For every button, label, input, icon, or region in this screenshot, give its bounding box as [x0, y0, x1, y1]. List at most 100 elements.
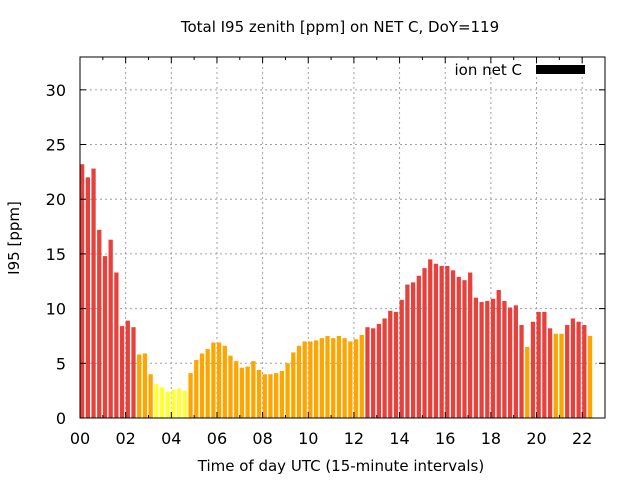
plot-frame	[79, 56, 606, 419]
x-tick-label: 00	[70, 429, 90, 448]
legend-swatch	[536, 65, 585, 74]
bar	[542, 311, 547, 418]
legend-label: ion net C	[455, 61, 522, 79]
bar	[285, 363, 290, 418]
bar	[188, 373, 193, 418]
bar	[211, 342, 216, 418]
bar	[376, 323, 382, 418]
axis-ticks: 0 5 10 15 20 25 30 00 02 04 06 08 10 12 14 16 18 20 22	[46, 57, 605, 448]
x-tick-label: 06	[207, 429, 227, 448]
x-tick-label: 08	[252, 429, 272, 448]
y-tick-label: 25	[46, 136, 66, 155]
bar	[251, 361, 256, 418]
y-tick-label: 0	[56, 409, 66, 428]
bar	[462, 280, 467, 418]
bar	[502, 300, 507, 418]
x-tick-label: 12	[344, 429, 364, 448]
bar	[536, 311, 541, 418]
y-tick-label: 30	[46, 81, 66, 100]
x-tick-label: 10	[298, 429, 318, 448]
bar	[222, 345, 227, 418]
bar	[85, 177, 90, 418]
bar	[177, 388, 182, 418]
bar	[553, 333, 558, 418]
bar	[142, 353, 148, 418]
bar	[108, 239, 113, 418]
bar	[507, 307, 513, 418]
bar	[519, 325, 524, 418]
bar	[154, 384, 159, 418]
bar	[194, 360, 199, 418]
bar	[148, 374, 153, 418]
bar	[496, 290, 501, 418]
bar	[393, 311, 399, 418]
bar	[205, 349, 210, 418]
x-tick-label: 18	[481, 429, 501, 448]
bar	[359, 334, 364, 418]
bar	[302, 341, 307, 418]
bar	[319, 338, 324, 418]
bar	[80, 164, 85, 418]
bar	[296, 345, 302, 418]
bar	[97, 229, 102, 418]
bar	[559, 333, 564, 418]
y-tick-label: 5	[56, 354, 66, 373]
bar	[433, 263, 439, 418]
bar	[313, 340, 319, 418]
x-tick-label: 16	[435, 429, 455, 448]
bar	[576, 321, 581, 418]
bars	[80, 164, 593, 418]
bar	[102, 256, 108, 418]
bar	[565, 325, 570, 418]
bar	[262, 374, 267, 418]
bar	[410, 282, 416, 418]
bar	[490, 298, 496, 418]
bar	[137, 354, 142, 418]
bar	[342, 338, 347, 418]
bar	[245, 366, 250, 418]
bar	[308, 341, 313, 418]
bar	[159, 387, 165, 418]
bar	[348, 341, 353, 418]
bar	[479, 302, 484, 418]
bar	[216, 342, 222, 418]
bar	[450, 270, 456, 418]
bar	[336, 335, 342, 418]
bar	[331, 338, 336, 418]
bar	[371, 328, 376, 418]
x-tick-label: 22	[572, 429, 592, 448]
bar	[382, 318, 387, 418]
x-tick-label: 04	[161, 429, 181, 448]
bar	[125, 320, 130, 418]
bar	[513, 305, 518, 418]
bar	[445, 265, 450, 418]
bar	[570, 318, 576, 418]
bar	[582, 325, 587, 418]
bar	[228, 355, 233, 418]
bar	[234, 361, 239, 418]
bar	[199, 353, 205, 418]
y-tick-label: 20	[46, 190, 66, 209]
bar	[388, 310, 393, 418]
bar	[428, 259, 433, 418]
bar	[439, 265, 444, 418]
x-tick-label: 02	[115, 429, 135, 448]
bar	[422, 268, 427, 418]
bar	[365, 327, 370, 418]
bar	[268, 374, 273, 418]
bar	[114, 272, 119, 418]
bar	[468, 272, 473, 418]
bar	[587, 335, 593, 418]
bar	[399, 299, 404, 418]
x-tick-label: 20	[526, 429, 546, 448]
y-axis-label: I95 [ppm]	[5, 201, 23, 275]
x-tick-label: 14	[389, 429, 409, 448]
bar	[525, 346, 530, 418]
bar	[530, 321, 536, 418]
bar	[547, 328, 553, 418]
bar	[165, 391, 170, 418]
bar	[291, 352, 296, 418]
bar	[274, 373, 279, 418]
